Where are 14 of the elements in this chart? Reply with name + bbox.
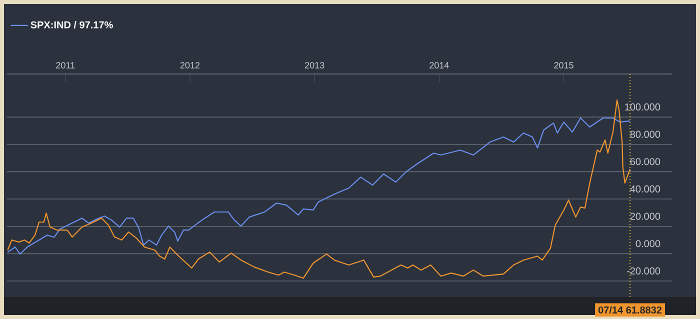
- x-tick-label: 2011: [56, 62, 75, 68]
- y-tick-label: 0.000: [636, 240, 660, 248]
- y-tick-label: 80.000: [630, 130, 660, 138]
- y-tick-label: 60.000: [630, 158, 660, 166]
- x-tick-label: 2012: [180, 62, 200, 68]
- x-tick-label: 2013: [305, 62, 324, 68]
- y-tick-label: 20.000: [630, 212, 660, 220]
- legend-label: SPX:IND / 97.17%: [30, 21, 113, 28]
- x-tick-label: 2014: [430, 62, 449, 68]
- x-tick-label: 2015: [554, 62, 574, 68]
- y-tick-label: 100.000: [625, 103, 660, 111]
- text: 07/14 61.8832: [598, 306, 662, 314]
- y-tick-label: 40.000: [630, 185, 660, 192]
- y-tick-label: -20.000: [627, 267, 660, 274]
